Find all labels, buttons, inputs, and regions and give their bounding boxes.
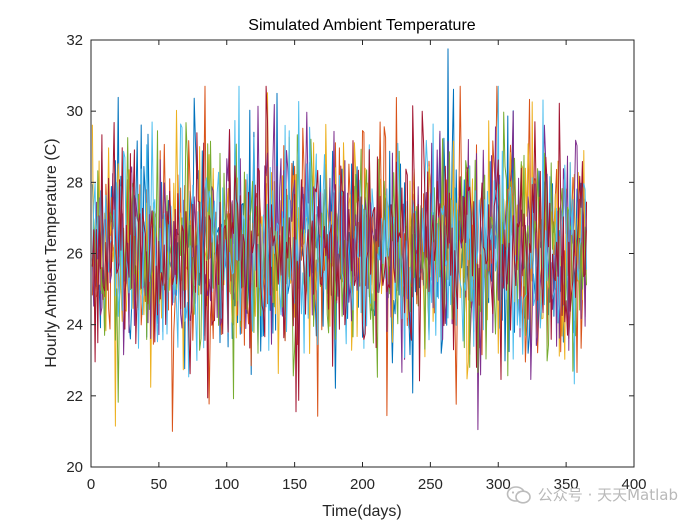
series-layer <box>91 48 587 432</box>
y-tick-label: 28 <box>66 174 83 191</box>
x-tick-label: 250 <box>418 476 443 493</box>
y-tick-label: 32 <box>66 32 83 49</box>
y-tick-label: 26 <box>66 246 83 263</box>
y-tick-label: 20 <box>66 459 83 476</box>
x-tick-label: 300 <box>486 476 511 493</box>
series-line-6 <box>91 85 587 385</box>
x-tick-label: 200 <box>350 476 375 493</box>
y-tick-label: 24 <box>66 317 83 334</box>
x-tick-label: 50 <box>151 476 168 493</box>
x-tick-label: 100 <box>214 476 239 493</box>
x-axis-label: Time(days) <box>322 503 401 520</box>
chart-title: Simulated Ambient Temperature <box>248 17 475 34</box>
tick-layer: 0 50 100 150 200 250 300 350 400 20 22 24 26 28 30 32 <box>66 32 646 493</box>
y-tick-label: 30 <box>66 103 83 120</box>
x-tick-label: 0 <box>87 476 95 493</box>
y-axis-label: Hourly Ambient Temperature (C) <box>43 138 60 367</box>
y-tick-label: 22 <box>66 388 83 405</box>
x-tick-label: 350 <box>554 476 579 493</box>
series-line-7 <box>91 85 587 413</box>
x-tick-label: 400 <box>621 476 646 493</box>
x-tick-label: 150 <box>282 476 307 493</box>
